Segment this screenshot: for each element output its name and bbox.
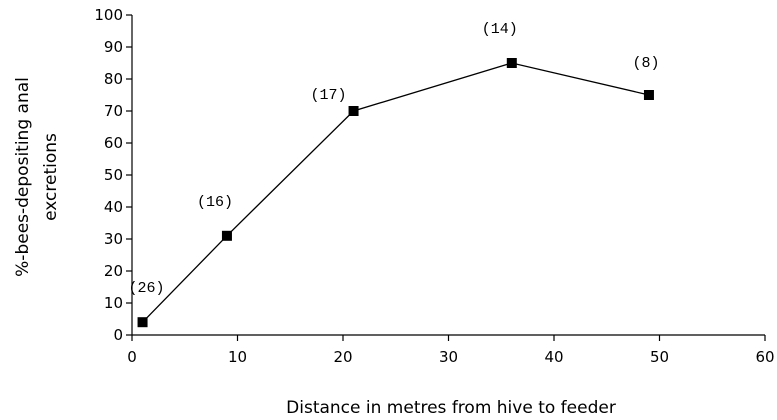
- data-label-4: (8): [632, 55, 659, 72]
- axes: [131, 15, 765, 336]
- data-labels: (26) (16) (17) (14) (8): [129, 21, 660, 297]
- x-axis-title: Distance in metres from hive to feeder: [286, 398, 616, 418]
- y-tick-label-20: 20: [104, 262, 123, 280]
- x-tick-label-30: 30: [439, 348, 458, 366]
- y-tick-label-70: 70: [104, 102, 123, 120]
- y-tick-label-60: 60: [104, 134, 123, 152]
- series-line: [142, 62, 650, 323]
- data-point-1: [221, 230, 232, 241]
- y-axis-title: %-bees-depositing anal excretions: [13, 77, 61, 277]
- x-tick-label-0: 0: [127, 348, 137, 366]
- y-tick-label-40: 40: [104, 198, 123, 216]
- x-tick-label-20: 20: [333, 348, 352, 366]
- data-point-0: [137, 317, 148, 328]
- data-label-0: (26): [129, 280, 165, 297]
- x-tick-label-40: 40: [544, 348, 563, 366]
- y-tick-label-80: 80: [104, 70, 123, 88]
- data-label-2: (17): [311, 87, 347, 104]
- series-layer: [137, 58, 654, 328]
- y-tick-label-10: 10: [104, 294, 123, 312]
- x-tick-label-60: 60: [755, 348, 774, 366]
- y-axis-title-line-2: excretions: [41, 133, 61, 221]
- y-tick-label-90: 90: [104, 38, 123, 56]
- tick-marks: 0 10 20 30 40 50 60 70 80 90 100 0 10 20 30 40 50 60: [94, 6, 774, 366]
- y-tick-label-0: 0: [113, 326, 123, 344]
- data-label-1: (16): [197, 194, 233, 211]
- data-point-3: [506, 58, 517, 68]
- data-label-3: (14): [482, 21, 518, 38]
- y-tick-label-50: 50: [104, 166, 123, 184]
- y-tick-label-30: 30: [104, 230, 123, 248]
- y-axis-title-line-1: %-bees-depositing anal: [13, 77, 33, 277]
- data-point-4: [643, 90, 654, 100]
- x-tick-label-50: 50: [650, 348, 669, 366]
- x-tick-label-10: 10: [228, 348, 247, 366]
- data-point-2: [348, 106, 359, 116]
- y-tick-label-100: 100: [94, 6, 123, 24]
